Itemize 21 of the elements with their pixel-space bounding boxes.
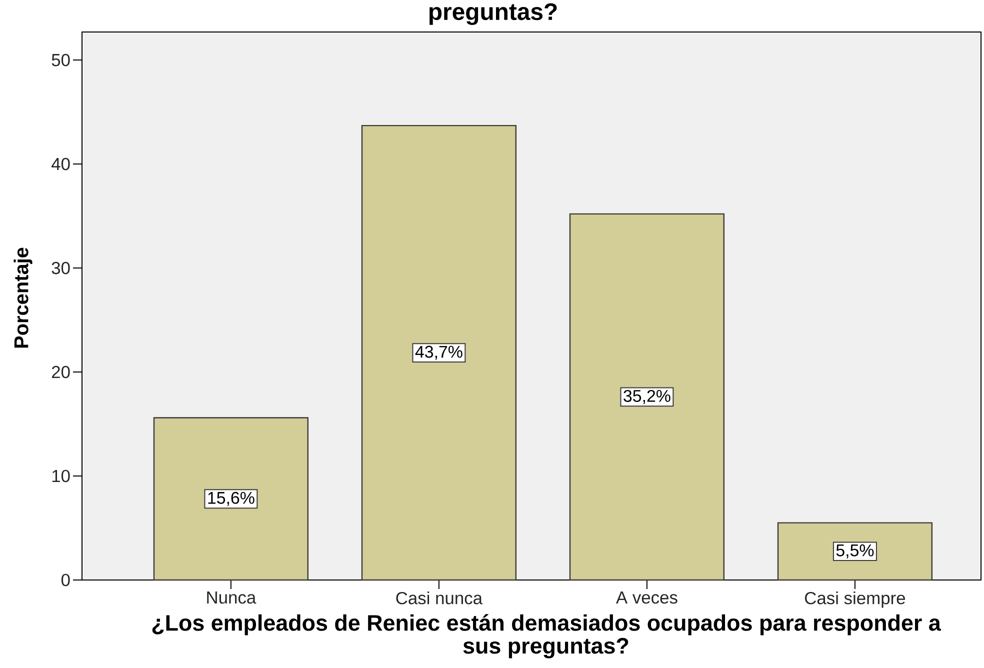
y-tick-label: 10 [52,470,70,482]
data-label: 15,6% [208,492,254,506]
y-axis-title: Porcentaje [14,248,32,348]
y-tick-label: 50 [52,54,70,66]
y-tick-label: 40 [52,158,70,170]
y-tick-label: 30 [52,262,70,274]
x-axis-title: ¿Los empleados de Reniec están demasiados ocupados para responder a sus preguntas? [152,614,942,658]
data-label: 35,2% [624,390,670,404]
data-label: 5,5% [836,544,874,558]
bar [361,124,517,581]
x-tick-label: Casi siempre [804,592,906,608]
bar [777,522,933,581]
y-tick-label: 0 [61,574,70,586]
x-tick-label: Nunca [207,592,256,604]
chart-title: preguntas? [429,3,557,25]
y-tick-label: 20 [52,366,70,378]
bar [153,417,309,581]
x-tick-label: A veces [616,592,678,604]
x-tick-label: Casi nunca [396,592,483,604]
data-label: 43,7% [415,346,462,360]
bar [569,213,725,581]
